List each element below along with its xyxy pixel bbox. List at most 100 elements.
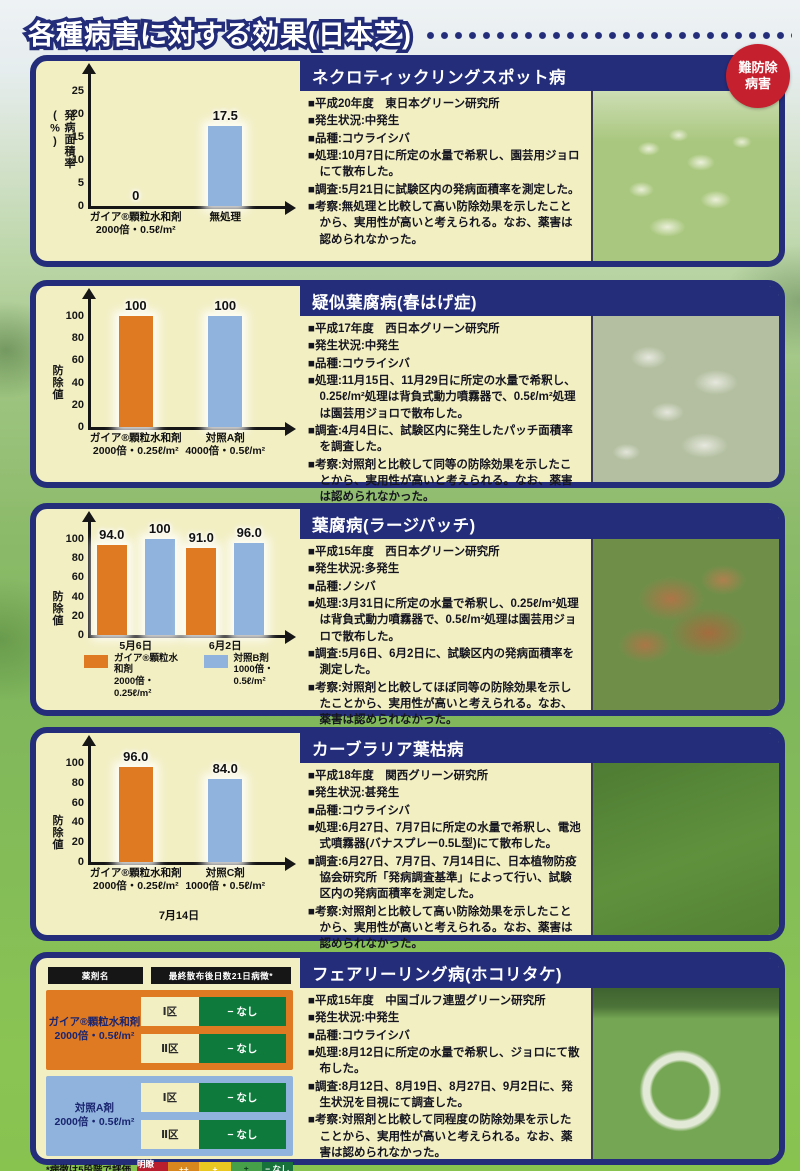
info-line: ■平成18年度 関西グリーン研究所 xyxy=(308,770,489,782)
info-line: ■処理:3月31日に所定の水量で希釈し、0.25ℓ/m²処理は背負式動力噴霧器で… xyxy=(308,597,579,643)
panel-title: 疑似葉腐病(春はげ症) xyxy=(312,294,477,312)
panel-curvularia-leaf-blight: 0 20 40 60 80 100 96.0 ガイア®顆粒水和剤 2000倍・0.25ℓ/m²… xyxy=(30,727,785,950)
table-header-row: 薬剤名 最終散布後日数21日病徴* xyxy=(46,967,293,984)
axis-tick-label: 60 xyxy=(71,354,84,367)
info-line: ■発生状況:多発生 xyxy=(308,563,400,576)
info-line: ■平成20年度 東日本グリーン研究所 xyxy=(308,98,500,110)
scale-segment: 明瞭+++ xyxy=(136,1159,169,1171)
chart-bar xyxy=(208,778,243,862)
bar-value-label: 91.0 xyxy=(188,529,214,545)
bar-group: 96.0 ガイア®顆粒水和剤 2000倍・0.25ℓ/m² xyxy=(90,749,182,892)
bar-value-label: 17.5 xyxy=(212,107,238,123)
disease-photo-curvularia-leaf-blight xyxy=(591,763,779,935)
axis-tick-label: 0 xyxy=(77,629,84,641)
panel-info: ■平成15年度 西日本グリーン研究所 ■発生状況:多発生 ■品種:ノシバ ■処理:3月… xyxy=(308,544,582,730)
scale-segment: − なし xyxy=(261,1161,293,1171)
bar-value-label: 96.0 xyxy=(123,748,149,764)
axis-tick-label: 80 xyxy=(71,552,84,565)
disease-photo-necrotic-ring-spot xyxy=(591,91,779,261)
axis-tick-label: 40 xyxy=(71,816,84,829)
plot-result-row: Ⅱ区 − なし xyxy=(140,1033,286,1063)
panel-title: フェアリーリング病(ホコリタケ) xyxy=(312,966,562,984)
info-line: ■平成15年度 西日本グリーン研究所 xyxy=(308,546,500,558)
badge-line2: 病害 xyxy=(744,76,771,91)
agent-cell: 対照A剤 2000倍・0.5ℓ/m² xyxy=(48,1102,141,1129)
axis-tick-label: 0 xyxy=(77,421,84,433)
scale-segment: ± xyxy=(230,1161,262,1171)
info-line: ■発生状況:甚発生 xyxy=(308,787,400,800)
x-axis-arrow xyxy=(285,630,296,644)
info-line: ■品種:ノシバ xyxy=(308,580,376,593)
category-label: 対照C剤 1000倍・0.5ℓ/m² xyxy=(185,867,266,893)
chart-plot: 0 5 10 15 20 25 0 ガイア®顆粒水和剤 2000倍・0.5ℓ/m² 17.5 無処… xyxy=(72,63,296,236)
disease-photo-large-patch xyxy=(591,539,779,710)
badge-difficult-to-control-disease: 難防除 病害 xyxy=(726,44,790,108)
axis-tick-label: 60 xyxy=(71,796,84,809)
symptom-cell: − なし xyxy=(198,996,286,1026)
axis-tick-label: 0 xyxy=(77,200,84,212)
badge-line1: 難防除 xyxy=(738,60,778,76)
axis-tick-label: 80 xyxy=(71,332,84,345)
panel-header: 疑似葉腐病(春はげ症) xyxy=(300,286,779,316)
axis-tick-label: 10 xyxy=(71,154,84,166)
y-axis-label: 防除値 xyxy=(51,589,63,626)
legend-item: ガイア®顆粒水和剤 2000倍・0.25ℓ/m² xyxy=(84,653,180,701)
chart-large-patch: 0 20 40 60 80 100 94.0 100 5月6日 91.0 96.0 6月2日 防除値 ガイ… xyxy=(36,509,300,710)
bar-value-label: 100 xyxy=(148,521,171,536)
plot-result-row: Ⅰ区 − なし xyxy=(140,996,286,1026)
axis-tick-label: 20 xyxy=(71,398,84,411)
legend-item: 対照B剤 1000倍・0.5ℓ/m² xyxy=(203,653,290,701)
axis-tick-label: 5 xyxy=(77,177,84,189)
axis-tick-label: 60 xyxy=(71,571,84,584)
table-header-result: 最終散布後日数21日病徴* xyxy=(150,967,291,984)
symptom-cell: − なし xyxy=(198,1082,286,1112)
plot-cell: Ⅰ区 xyxy=(140,1082,199,1112)
y-axis-arrow xyxy=(82,735,96,746)
chart-pseudo-leaf-rot: 0 20 40 60 80 100 100 ガイア®顆粒水和剤 2000倍・0.25ℓ/m² 1… xyxy=(36,286,300,482)
info-line: ■処理:8月12日に所定の水量で希釈し、ジョロにて散布した。 xyxy=(308,1046,580,1076)
axis-tick-label: 20 xyxy=(71,609,84,622)
table-header-agent: 薬剤名 xyxy=(48,967,143,984)
panel-info: ■平成15年度 中国ゴルフ連盟グリーン研究所 ■発生状況:中発生 ■品種:コウライシ… xyxy=(308,993,582,1162)
panel-title: ネクロティックリングスポット病 xyxy=(312,69,567,87)
legend-swatch xyxy=(203,654,228,668)
info-line: ■処理:6月27日、7月7日に所定の水量で希釈し、電池式噴霧器(バナスプレー0.… xyxy=(308,821,581,851)
axis-tick-label: 40 xyxy=(71,590,84,603)
info-line: ■考察:対照剤と比較して同等の防除効果を示したことから、実用性が高いと考えられる… xyxy=(308,458,573,504)
panel-title: 葉腐病(ラージパッチ) xyxy=(312,517,476,535)
info-line: ■平成15年度 中国ゴルフ連盟グリーン研究所 xyxy=(308,995,546,1007)
axis-tick-label: 0 xyxy=(77,856,84,868)
category-label: 対照A剤 4000倍・0.5ℓ/m² xyxy=(185,432,266,458)
y-axis-label: 発病面積率(%) xyxy=(49,109,75,170)
category-label: ガイア®顆粒水和剤 2000倍・0.5ℓ/m² xyxy=(89,211,182,237)
plot-cell: Ⅱ区 xyxy=(140,1119,199,1149)
chart-legend: ガイア®顆粒水和剤 2000倍・0.25ℓ/m² 対照B剤 1000倍・0.5ℓ/… xyxy=(84,653,290,701)
panel-pseudo-leaf-rot: 0 20 40 60 80 100 100 ガイア®顆粒水和剤 2000倍・0.25ℓ/m² 1… xyxy=(30,280,785,503)
chart-plot: 0 20 40 60 80 100 94.0 100 5月6日 91.0 96.0 6月2日 xyxy=(66,511,296,652)
bar-value-label: 100 xyxy=(214,298,237,313)
panel-header: ネクロティックリングスポット病 xyxy=(300,61,779,91)
bar-value-label: 94.0 xyxy=(99,526,125,542)
disease-photo-pseudo-leaf-rot xyxy=(591,316,779,482)
axis-tick-label: 15 xyxy=(71,131,84,143)
y-axis-label: 防除値 xyxy=(51,364,63,401)
panel-large-patch: 0 20 40 60 80 100 94.0 100 5月6日 91.0 96.0 6月2日 防除値 ガイ… xyxy=(30,503,785,726)
info-line: ■調査:5月6日、6月2日に、試験区内の発病面積率を測定した。 xyxy=(308,647,575,677)
chart-bar xyxy=(144,539,175,635)
panel-title: カーブラリア葉枯病 xyxy=(312,741,465,759)
info-line: ■処理:11月15日、11月29日に所定の水量で希釈し、0.25ℓ/m²処理は背… xyxy=(308,374,576,420)
info-line: ■考察:対照剤と比較してほぼ同等の防除効果を示したことから、実用性が高いと考えら… xyxy=(308,681,573,727)
legend-swatch xyxy=(84,654,108,668)
bar-group: 94.0 100 5月6日 xyxy=(96,521,175,652)
table-row: ガイア®顆粒水和剤 2000倍・0.5ℓ/m² Ⅰ区 − なし Ⅱ区 − なし xyxy=(46,989,293,1070)
symptom-cell: − なし xyxy=(198,1033,286,1063)
info-line: ■処理:10月7日に所定の水量で希釈し、園芸用ジョロにて散布した。 xyxy=(308,149,580,179)
chart-bar xyxy=(208,125,243,206)
panel-necrotic-ring-spot: 0 5 10 15 20 25 0 ガイア®顆粒水和剤 2000倍・0.5ℓ/m² 17.5 無処… xyxy=(30,55,785,267)
plot-result-row: Ⅱ区 − なし xyxy=(140,1119,286,1149)
bar-group: 84.0 対照C剤 1000倍・0.5ℓ/m² xyxy=(185,761,265,892)
chart-bar xyxy=(96,544,127,635)
info-line: ■調査:4月4日に、試験区内に発生したパッチ面積率を調査した。 xyxy=(308,424,573,454)
info-line: ■調査:5月21日に試験区内の発病面積率を測定した。 xyxy=(308,183,580,196)
